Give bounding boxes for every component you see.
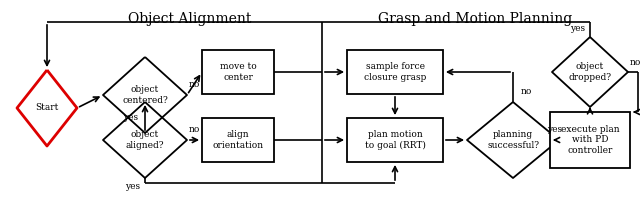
Text: move to
center: move to center [220, 62, 257, 82]
Text: plan motion
to goal (RRT): plan motion to goal (RRT) [365, 130, 426, 150]
Text: sample force
closure grasp: sample force closure grasp [364, 62, 426, 82]
Text: execute plan
with PD
controller: execute plan with PD controller [561, 125, 620, 155]
Bar [347, 118, 443, 162]
Polygon shape [103, 57, 187, 133]
Text: Object Alignment: Object Alignment [128, 12, 252, 26]
Bar [347, 50, 443, 94]
Polygon shape [17, 70, 77, 146]
Text: align
orientation: align orientation [212, 130, 264, 150]
Text: yes: yes [547, 125, 562, 134]
Text: Grasp and Motion Planning: Grasp and Motion Planning [378, 12, 572, 26]
Text: yes: yes [125, 182, 140, 191]
Polygon shape [103, 102, 187, 178]
Bar [550, 112, 630, 168]
Text: yes: yes [123, 113, 138, 122]
Text: object
dropped?: object dropped? [568, 62, 611, 82]
Text: no: no [189, 125, 200, 134]
Bar [202, 50, 274, 94]
Polygon shape [552, 37, 628, 107]
Text: yes: yes [570, 24, 585, 33]
Text: planning
successful?: planning successful? [487, 130, 539, 150]
Text: no: no [521, 88, 532, 97]
Text: no: no [189, 80, 200, 89]
Text: no: no [630, 58, 640, 67]
Text: object
aligned?: object aligned? [125, 130, 164, 150]
Bar [202, 118, 274, 162]
Text: Start: Start [35, 104, 59, 112]
Polygon shape [467, 102, 559, 178]
Text: object
centered?: object centered? [122, 85, 168, 105]
